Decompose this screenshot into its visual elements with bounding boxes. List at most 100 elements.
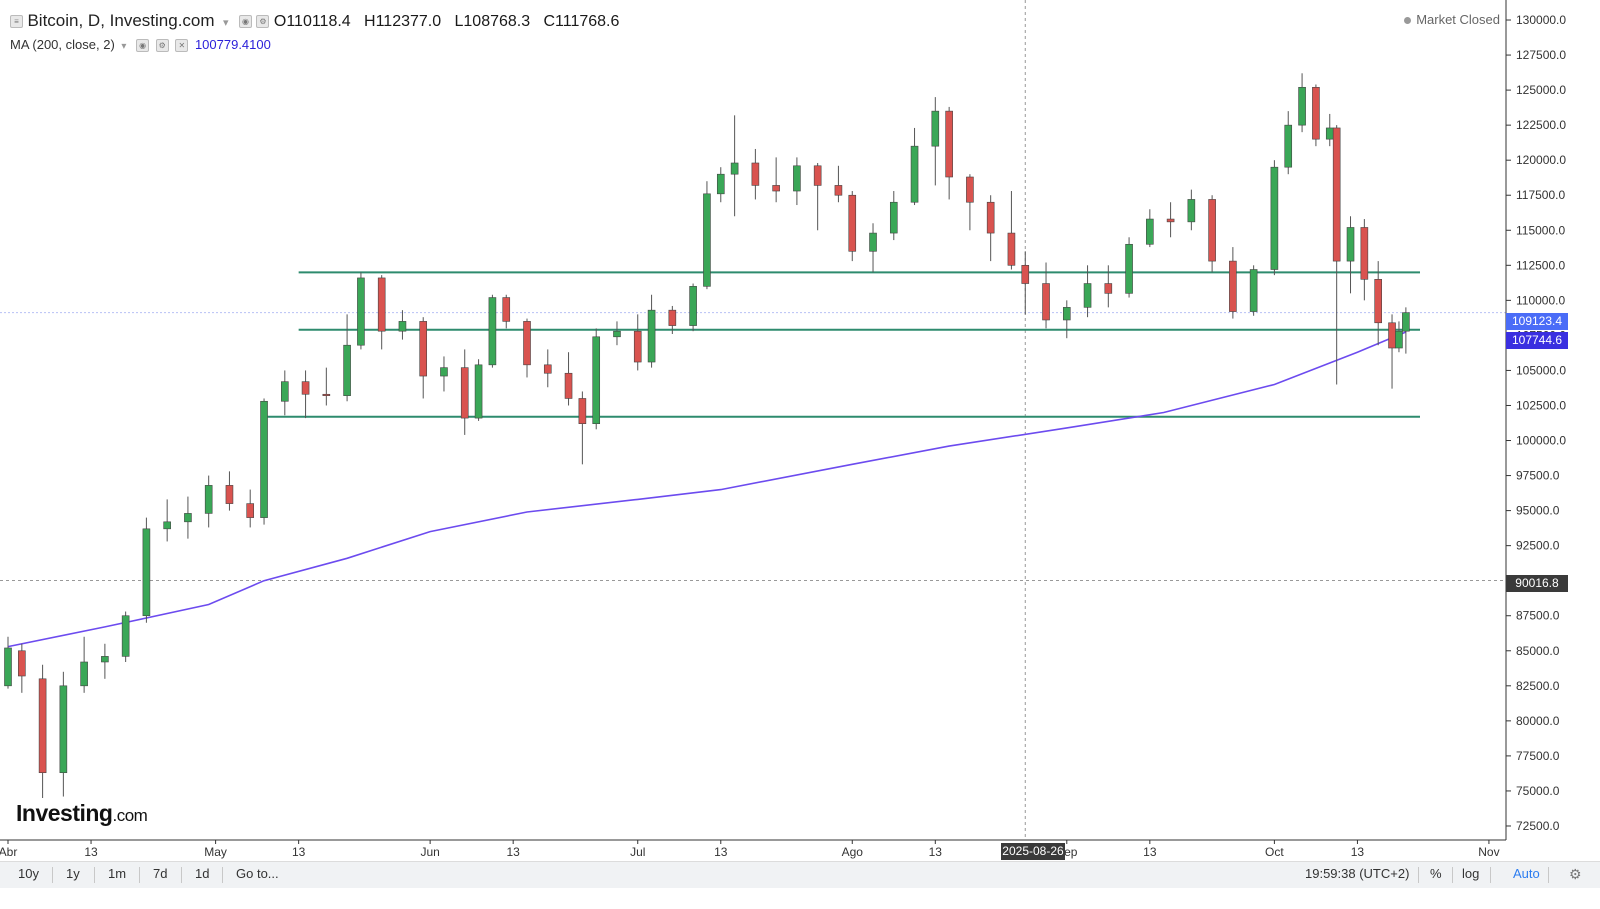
- candle-body: [1270, 166, 1279, 270]
- candle-body: [633, 330, 642, 363]
- candle-body: [460, 367, 469, 419]
- bottom-toolbar: 10y 1y 1m 7d 1d Go to... 19:59:38 (UTC+2…: [0, 861, 1600, 888]
- candle-body: [592, 336, 601, 425]
- logo-main: Investing: [16, 800, 113, 826]
- goto-button[interactable]: Go to...: [236, 866, 279, 881]
- menu-icon[interactable]: ≡: [10, 15, 23, 29]
- candle: [4, 636, 12, 689]
- eye-icon[interactable]: ◉: [136, 39, 150, 53]
- range-7d-button[interactable]: 7d: [153, 866, 168, 881]
- candle-body: [910, 145, 919, 203]
- candle-body: [1083, 283, 1092, 308]
- x-tick-label: 13: [714, 845, 728, 859]
- y-tick-label: 85000.0: [1516, 644, 1560, 658]
- candle: [343, 314, 351, 402]
- range-1y-button[interactable]: 1y: [66, 866, 80, 881]
- candle-body: [647, 309, 656, 363]
- range-1m-button[interactable]: 1m: [108, 866, 127, 881]
- indicator-label: MA (200, close, 2): [10, 37, 115, 52]
- x-tick-label: May: [204, 845, 227, 859]
- x-tick-label: 13: [506, 845, 520, 859]
- candle: [716, 167, 725, 203]
- candle-body: [668, 309, 677, 326]
- settings-icon[interactable]: ⚙: [155, 39, 169, 53]
- y-tick-label: 130000.0: [1516, 13, 1566, 27]
- candle: [204, 475, 213, 528]
- y-tick-label: 115000.0: [1516, 223, 1565, 237]
- candle: [1229, 247, 1237, 319]
- candle-body: [945, 110, 953, 178]
- price-axis: 72500.0 75000.0 77500.0 80000.0 82500.0 85000…: [0, 0, 1566, 841]
- candle: [1284, 111, 1293, 175]
- x-tick-label: Oct: [1265, 845, 1284, 859]
- candle-body: [772, 185, 780, 192]
- candle: [813, 162, 822, 231]
- candle: [1270, 160, 1279, 276]
- crosshair-date-tag: 2025-08-26: [1001, 843, 1065, 860]
- candle-body: [1325, 127, 1334, 140]
- candle: [1208, 195, 1216, 273]
- candle: [225, 471, 234, 511]
- gear-icon[interactable]: ⚙: [1569, 866, 1582, 882]
- candle-body: [813, 165, 822, 186]
- candle: [301, 370, 310, 419]
- candle: [1312, 84, 1320, 147]
- candle: [910, 127, 919, 206]
- candle: [986, 195, 995, 262]
- range-10y-button[interactable]: 10y: [18, 866, 39, 881]
- candle: [488, 294, 497, 368]
- y-tick-label: 112500.0: [1516, 258, 1565, 272]
- candle: [1187, 189, 1196, 231]
- log-button[interactable]: log: [1462, 866, 1480, 881]
- candle-body: [1402, 312, 1410, 332]
- candle-body: [834, 185, 843, 196]
- x-tick-label: 13: [84, 845, 98, 859]
- x-tick-label: Nov: [1478, 845, 1499, 859]
- percent-button[interactable]: %: [1430, 866, 1442, 881]
- candle-body: [1104, 283, 1113, 294]
- candle-body: [613, 330, 621, 338]
- candle: [592, 328, 601, 430]
- candle: [945, 106, 953, 200]
- x-tick-label: 13: [1143, 845, 1157, 859]
- candle: [1325, 113, 1334, 147]
- logo-suffix: .com: [112, 806, 148, 825]
- candle: [474, 359, 483, 421]
- chevron-down-icon[interactable]: ▾: [222, 17, 229, 29]
- auto-button[interactable]: Auto: [1513, 866, 1540, 881]
- low-label: L: [454, 13, 464, 30]
- candle: [564, 352, 573, 406]
- chevron-down-icon[interactable]: ▾: [121, 41, 127, 52]
- close-icon[interactable]: ✕: [175, 39, 189, 53]
- market-status-text: Market Closed: [1416, 12, 1500, 27]
- x-tick-label: Abr: [0, 845, 17, 859]
- candle-body: [1208, 199, 1216, 262]
- divider: [222, 867, 223, 883]
- open-label: O: [273, 13, 287, 30]
- candle: [1166, 202, 1175, 238]
- candle: [931, 97, 940, 186]
- candle: [260, 398, 268, 525]
- candle: [1395, 321, 1403, 353]
- candle: [1146, 209, 1154, 248]
- candle: [357, 272, 365, 350]
- candle-body: [889, 201, 898, 234]
- candle: [101, 643, 109, 679]
- candle-body: [931, 110, 940, 147]
- time-axis: Abr 13 May 13 Jun 13 Jul 13 Ago 13 Sep 13 Oct 13 Nov: [0, 840, 1500, 859]
- candle-body: [1007, 232, 1016, 266]
- y-tick-label: 125000.0: [1516, 83, 1566, 97]
- range-1d-button[interactable]: 1d: [195, 866, 210, 881]
- x-tick-label: 13: [929, 845, 943, 859]
- eye-icon[interactable]: ◉: [238, 15, 252, 29]
- candle-body: [1332, 127, 1341, 262]
- candle-body: [184, 513, 192, 523]
- chart-header: ≡ Bitcoin, D, Investing.com ▾ ◉ ⚙ O11011…: [10, 11, 619, 31]
- clock[interactable]: 19:59:38 (UTC+2): [1305, 866, 1410, 881]
- candle-body: [1249, 269, 1258, 312]
- candle-body: [751, 162, 760, 186]
- y-tick-label: 120000.0: [1516, 153, 1566, 167]
- candle: [578, 391, 587, 465]
- settings-icon[interactable]: ⚙: [256, 15, 270, 29]
